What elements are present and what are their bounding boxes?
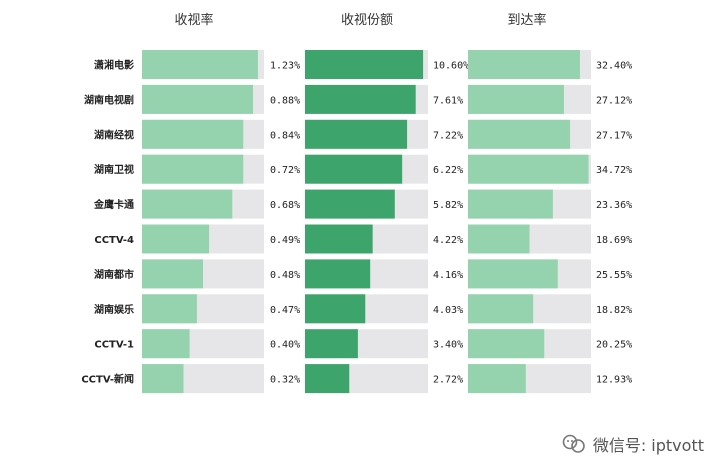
watermark: 微信号: iptvott <box>561 432 704 456</box>
bar <box>142 84 254 114</box>
panel-header: 收视率 <box>174 12 213 28</box>
bar <box>305 294 366 324</box>
data-label: 27.17% <box>596 130 632 141</box>
bar <box>305 119 408 149</box>
data-label: 0.84% <box>270 130 300 141</box>
data-label: 1.23% <box>270 61 300 72</box>
bar <box>142 154 244 184</box>
data-label: 0.68% <box>270 200 300 211</box>
bar <box>468 329 545 359</box>
bar <box>305 259 371 289</box>
bar <box>305 329 358 359</box>
data-label: 20.25% <box>596 340 632 351</box>
data-label: 0.32% <box>270 375 300 386</box>
category-label: CCTV-新闻 <box>81 373 134 386</box>
data-label: 2.72% <box>433 375 463 386</box>
data-label: 25.55% <box>596 270 632 281</box>
bar <box>142 259 203 289</box>
data-label: 0.88% <box>270 95 300 106</box>
bar <box>468 50 580 79</box>
category-label: 湖南电视剧 <box>84 93 134 106</box>
panel-header: 收视份额 <box>341 13 393 28</box>
bar <box>142 364 184 394</box>
category-label: 潇湘电影 <box>94 59 134 72</box>
data-label: 0.72% <box>270 165 300 176</box>
category-label: 金鹰卡通 <box>93 198 134 211</box>
bar <box>468 119 571 149</box>
bar <box>468 84 564 114</box>
category-label: CCTV-1 <box>94 340 134 351</box>
bar <box>468 154 589 184</box>
bar <box>142 50 258 79</box>
data-label: 5.82% <box>433 200 463 211</box>
data-label: 6.22% <box>433 165 463 176</box>
bar <box>305 50 424 79</box>
data-label: 0.49% <box>270 235 300 246</box>
data-label: 7.61% <box>433 95 463 106</box>
data-label: 0.48% <box>270 270 300 281</box>
bar <box>305 84 416 114</box>
data-label: 12.93% <box>596 375 632 386</box>
watermark-text: 微信号: iptvott <box>592 436 704 455</box>
bar <box>468 294 534 324</box>
bar <box>142 189 233 219</box>
data-label: 7.22% <box>433 130 463 141</box>
category-label: 湖南都市 <box>94 268 134 281</box>
data-label: 4.03% <box>433 305 463 316</box>
data-label: 4.16% <box>433 270 463 281</box>
bar <box>468 224 530 254</box>
data-label: 23.36% <box>596 200 632 211</box>
data-label: 0.47% <box>270 305 300 316</box>
category-label: 湖南娱乐 <box>94 303 134 316</box>
data-label: 3.40% <box>433 340 463 351</box>
category-label: 湖南卫视 <box>94 163 134 176</box>
bar <box>468 259 558 289</box>
bar <box>305 154 403 184</box>
bar <box>142 329 190 359</box>
data-label: 27.12% <box>596 95 632 106</box>
bar <box>305 224 373 254</box>
category-label: CCTV-4 <box>94 235 134 246</box>
data-label: 34.72% <box>596 165 632 176</box>
bar <box>468 364 526 394</box>
bar <box>142 224 210 254</box>
panel-header: 到达率 <box>507 12 546 28</box>
data-label: 32.40% <box>596 61 632 72</box>
wechat-official-icon <box>562 434 585 453</box>
data-label: 18.82% <box>596 305 632 316</box>
bar <box>468 189 553 219</box>
bar <box>142 119 244 149</box>
bar <box>305 364 350 394</box>
data-label: 4.22% <box>433 235 463 246</box>
bar <box>305 189 395 219</box>
data-label: 0.40% <box>270 340 300 351</box>
data-label: 18.69% <box>596 235 632 246</box>
bar <box>142 294 197 324</box>
data-label: 10.60% <box>433 61 469 72</box>
category-label: 湖南经视 <box>94 128 134 141</box>
